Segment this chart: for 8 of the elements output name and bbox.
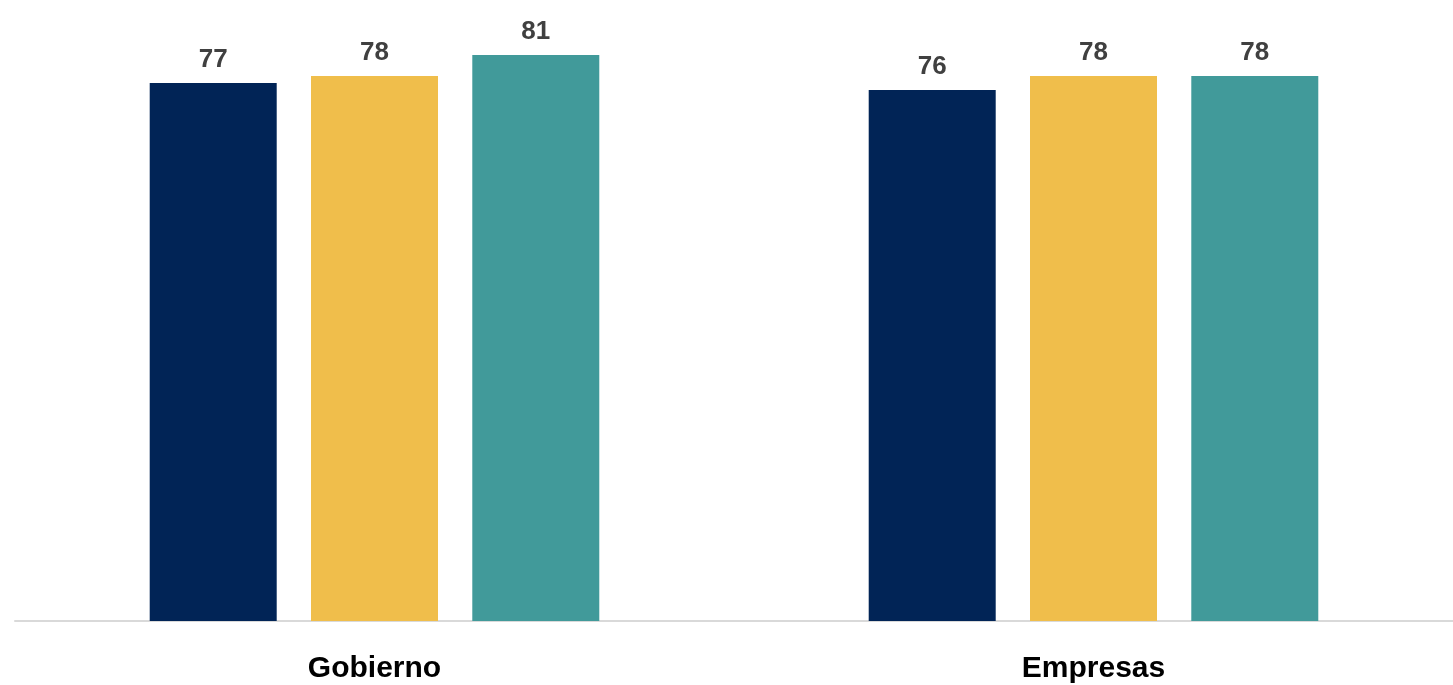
data-label: 78: [1240, 35, 1270, 66]
data-label: 81: [521, 15, 551, 45]
data-label: 78: [360, 35, 389, 66]
x-tick-label: Empresas: [1021, 649, 1166, 683]
data-label: 76: [917, 49, 947, 80]
data-label: 78: [1079, 35, 1108, 66]
x-tick-label: Gobierno: [307, 649, 442, 683]
data-label: 77: [198, 42, 228, 73]
